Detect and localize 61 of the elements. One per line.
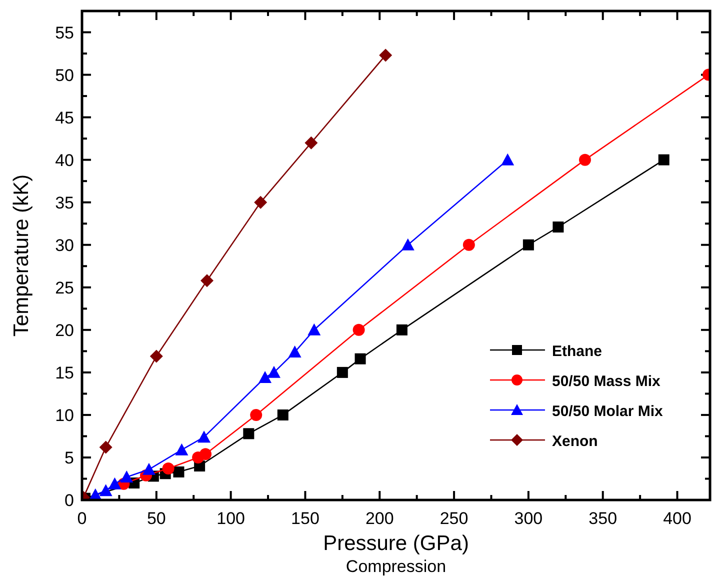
x-tick-label: 0 xyxy=(77,509,87,528)
y-tick-label: 30 xyxy=(55,236,74,255)
x-tick-label: 350 xyxy=(588,509,618,528)
y-tick-label: 5 xyxy=(64,448,74,468)
y-tick-label: 10 xyxy=(55,406,74,425)
y-tick-label: 0 xyxy=(64,491,74,510)
y-tick-label: 40 xyxy=(55,150,74,170)
y-tick-label: 25 xyxy=(55,278,74,298)
point xyxy=(142,462,156,475)
point xyxy=(578,154,591,166)
y-tick-label: 55 xyxy=(55,23,74,42)
x-axis-title: Pressure (GPa) xyxy=(323,532,469,555)
legend-label: Xenon xyxy=(552,433,598,450)
point xyxy=(267,366,280,378)
point xyxy=(396,324,408,336)
point xyxy=(336,366,348,378)
point xyxy=(304,136,318,150)
point xyxy=(308,323,321,336)
point xyxy=(162,462,174,475)
x-tick-label: 100 xyxy=(216,509,246,528)
point xyxy=(243,428,254,440)
point xyxy=(401,238,414,250)
x-tick-label: 250 xyxy=(440,509,468,528)
point xyxy=(175,443,188,456)
point xyxy=(462,238,475,251)
y-tick-label: 50 xyxy=(55,66,74,85)
y-tick-label: 15 xyxy=(55,363,74,382)
x-tick-label: 400 xyxy=(663,509,692,528)
x-tick-label: 150 xyxy=(291,509,320,528)
point xyxy=(258,371,272,384)
point xyxy=(198,430,211,443)
point xyxy=(277,409,288,420)
point xyxy=(120,470,134,483)
legend-label: 50/50 Molar Mix xyxy=(552,403,664,420)
x-tick-label: 200 xyxy=(365,509,394,528)
point xyxy=(254,196,268,209)
point xyxy=(173,466,184,478)
point xyxy=(658,154,670,166)
point xyxy=(250,408,262,421)
point xyxy=(99,440,112,454)
point xyxy=(552,222,564,233)
point xyxy=(501,153,514,166)
point xyxy=(379,48,392,62)
point xyxy=(150,350,163,363)
point xyxy=(200,274,214,288)
legend-label: Ethane xyxy=(552,343,602,360)
y-tick-label: 35 xyxy=(55,193,74,212)
x-tick-label: 50 xyxy=(146,509,166,528)
y-tick-label: 45 xyxy=(55,108,74,128)
point xyxy=(352,324,365,336)
y-axis-title: Temperature (kK) xyxy=(10,174,33,337)
point xyxy=(200,448,212,460)
text: Compression xyxy=(346,557,446,576)
point xyxy=(108,477,122,490)
point xyxy=(288,346,302,358)
y-tick-label: 20 xyxy=(55,320,74,340)
legend-label: 50/50 Mass Mix xyxy=(552,373,662,390)
point xyxy=(354,353,366,364)
point xyxy=(99,484,112,496)
point xyxy=(522,239,534,250)
x-tick-label: 300 xyxy=(514,509,543,528)
